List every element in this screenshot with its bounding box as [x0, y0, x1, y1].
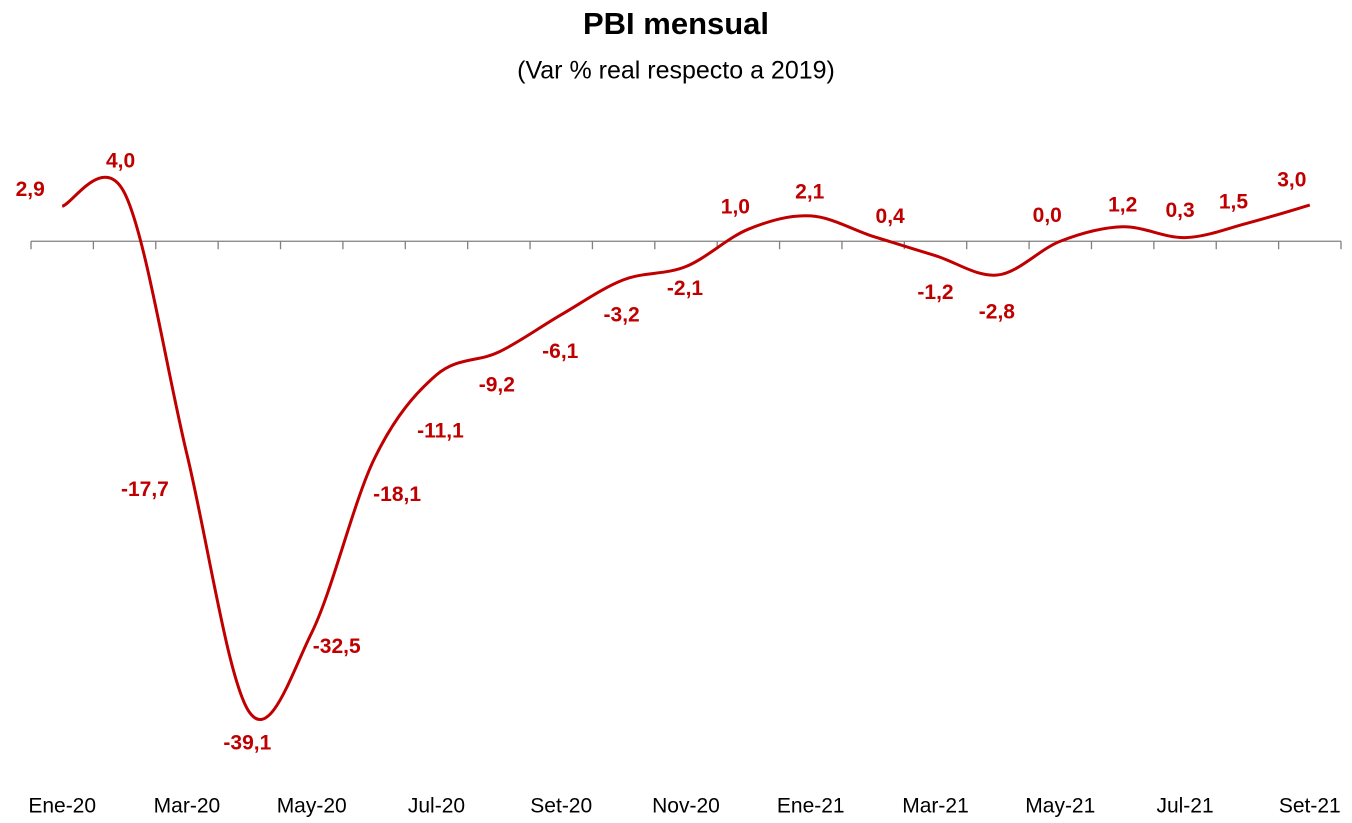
- data-label: -9,2: [479, 374, 515, 397]
- x-tick-label: May-20: [277, 795, 347, 818]
- data-label: 1,0: [721, 196, 750, 219]
- data-label: -3,2: [604, 303, 640, 326]
- data-label: 0,3: [1165, 199, 1194, 222]
- x-tick-label: Mar-20: [154, 795, 221, 818]
- data-label: -17,7: [121, 478, 169, 501]
- data-label: 1,5: [1219, 191, 1249, 214]
- data-label: 2,9: [16, 178, 45, 201]
- x-tick-label: Mar-21: [902, 795, 969, 818]
- x-tick-label: May-21: [1025, 795, 1095, 818]
- data-label: 4,0: [106, 150, 135, 173]
- chart-title: PBI mensual: [583, 6, 769, 41]
- data-line: [61, 175, 1311, 721]
- data-label: -6,1: [542, 340, 579, 363]
- data-label: 0,0: [1033, 204, 1062, 227]
- data-label: -2,1: [667, 277, 704, 300]
- data-label: -2,8: [979, 300, 1016, 323]
- data-label: 0,4: [876, 205, 906, 228]
- x-tick-label: Nov-20: [652, 795, 720, 818]
- data-label: -39,1: [223, 732, 271, 755]
- chart-subtitle: (Var % real respecto a 2019): [517, 57, 835, 85]
- data-label: 3,0: [1277, 169, 1306, 192]
- x-tick-label: Ene-21: [777, 795, 845, 818]
- x-tick-label: Set-21: [1279, 795, 1341, 818]
- x-tick-label: Jul-21: [1156, 795, 1213, 818]
- data-label: -11,1: [417, 419, 464, 442]
- data-label: -18,1: [373, 483, 421, 506]
- data-label: -32,5: [313, 635, 361, 658]
- data-label: -1,2: [917, 281, 953, 304]
- x-tick-label: Ene-20: [28, 795, 96, 818]
- data-label: 1,2: [1108, 193, 1137, 216]
- data-label: 2,1: [795, 180, 825, 203]
- x-tick-label: Jul-20: [408, 795, 465, 818]
- x-tick-label: Set-20: [530, 795, 592, 818]
